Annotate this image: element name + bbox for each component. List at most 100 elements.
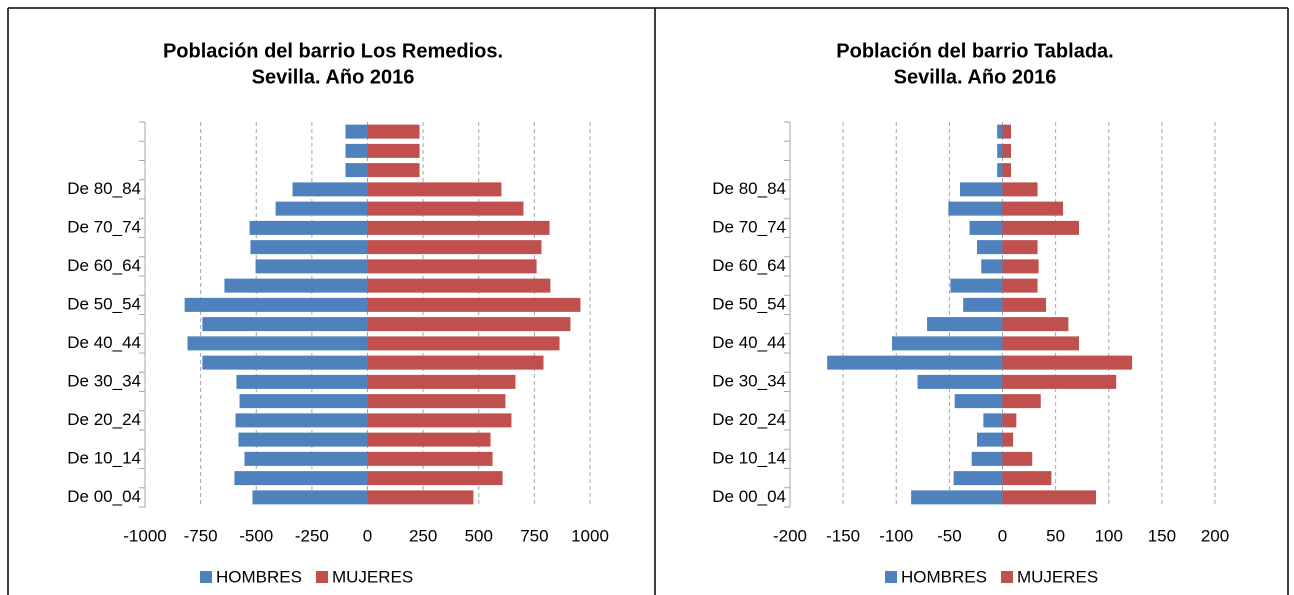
bar bbox=[252, 490, 368, 505]
bar bbox=[969, 220, 1003, 235]
legend-swatch bbox=[315, 571, 328, 583]
bar bbox=[367, 220, 550, 235]
bar bbox=[1002, 278, 1038, 293]
bar bbox=[367, 317, 571, 332]
bar bbox=[977, 432, 1003, 447]
bar bbox=[1002, 220, 1079, 235]
bar bbox=[184, 297, 368, 312]
bar bbox=[239, 394, 368, 409]
bar bbox=[948, 201, 1003, 216]
bar bbox=[983, 413, 1003, 428]
bar bbox=[292, 182, 368, 197]
bar bbox=[1002, 355, 1133, 370]
x-tick-label: -750 bbox=[184, 526, 218, 545]
bar bbox=[1002, 374, 1117, 389]
x-tick-label: -50 bbox=[937, 526, 962, 545]
bar bbox=[250, 240, 368, 255]
bar bbox=[367, 240, 542, 255]
bar bbox=[367, 355, 544, 370]
bar bbox=[981, 259, 1003, 274]
bar bbox=[1002, 182, 1038, 197]
x-tick-label: 0 bbox=[363, 526, 372, 545]
y-tick-label: De 70_74 bbox=[712, 217, 786, 236]
x-tick-label: 750 bbox=[520, 526, 548, 545]
bar bbox=[1002, 163, 1011, 178]
x-tick-label: 50 bbox=[1046, 526, 1065, 545]
x-tick-label: 250 bbox=[409, 526, 437, 545]
y-tick-label: De 40_44 bbox=[67, 333, 141, 352]
bar bbox=[367, 278, 551, 293]
bar bbox=[1002, 432, 1014, 447]
bar bbox=[911, 490, 1003, 505]
x-tick-label: -100 bbox=[879, 526, 913, 545]
bar bbox=[1002, 413, 1017, 428]
bar bbox=[367, 394, 506, 409]
legend-swatch bbox=[885, 571, 897, 583]
bar bbox=[367, 451, 493, 466]
bar bbox=[249, 220, 368, 235]
bar bbox=[367, 432, 491, 447]
y-tick-label: De 30_34 bbox=[712, 371, 786, 390]
bar bbox=[1002, 451, 1033, 466]
x-tick-label: 0 bbox=[998, 526, 1007, 545]
bar bbox=[997, 124, 1003, 139]
y-tick-label: De 00_04 bbox=[67, 487, 141, 506]
bar bbox=[971, 451, 1003, 466]
y-tick-label: De 60_64 bbox=[712, 256, 786, 275]
legend-swatch bbox=[200, 571, 212, 583]
bar bbox=[927, 317, 1003, 332]
bar bbox=[1002, 471, 1052, 486]
bar bbox=[345, 124, 368, 139]
chart-title: Población del barrio Tablada. bbox=[836, 40, 1113, 62]
bar bbox=[1002, 394, 1041, 409]
y-tick-label: De 30_34 bbox=[67, 371, 141, 390]
bar bbox=[367, 336, 560, 351]
chart-title: Sevilla. Año 2016 bbox=[252, 66, 415, 88]
bar bbox=[950, 278, 1003, 293]
x-tick-label: 200 bbox=[1201, 526, 1229, 545]
bar bbox=[345, 143, 368, 158]
bar bbox=[367, 471, 503, 486]
bar bbox=[367, 201, 524, 216]
y-tick-label: De 80_84 bbox=[712, 179, 786, 198]
legend-label: HOMBRES bbox=[901, 567, 987, 586]
y-tick-label: De 10_14 bbox=[67, 448, 141, 467]
bar bbox=[367, 259, 537, 274]
y-tick-label: De 40_44 bbox=[712, 333, 786, 352]
legend-swatch bbox=[1000, 571, 1013, 583]
bar bbox=[917, 374, 1003, 389]
bar bbox=[1002, 490, 1096, 505]
bar bbox=[367, 143, 420, 158]
bar bbox=[953, 471, 1003, 486]
bar bbox=[187, 336, 368, 351]
x-tick-label: 500 bbox=[465, 526, 493, 545]
bar bbox=[367, 374, 516, 389]
y-tick-label: De 20_24 bbox=[67, 410, 141, 429]
bar bbox=[1002, 124, 1011, 139]
bar bbox=[345, 163, 368, 178]
y-tick-label: De 20_24 bbox=[712, 410, 786, 429]
y-tick-label: De 00_04 bbox=[712, 487, 786, 506]
x-tick-label: -500 bbox=[239, 526, 273, 545]
bar bbox=[244, 451, 368, 466]
y-tick-label: De 10_14 bbox=[712, 448, 786, 467]
bar bbox=[997, 143, 1003, 158]
bar bbox=[1002, 259, 1039, 274]
x-tick-label: -200 bbox=[773, 526, 807, 545]
bar bbox=[255, 259, 368, 274]
x-tick-label: 150 bbox=[1148, 526, 1176, 545]
bar bbox=[202, 355, 368, 370]
bar bbox=[1002, 297, 1047, 312]
bar bbox=[367, 490, 474, 505]
y-tick-label: De 70_74 bbox=[67, 217, 141, 236]
bar bbox=[367, 182, 502, 197]
bar bbox=[202, 317, 368, 332]
bar bbox=[1002, 317, 1069, 332]
bar bbox=[235, 413, 368, 428]
bar bbox=[367, 163, 420, 178]
bar bbox=[997, 163, 1003, 178]
y-tick-label: De 50_54 bbox=[67, 294, 141, 313]
bar bbox=[963, 297, 1003, 312]
bar bbox=[1002, 240, 1038, 255]
